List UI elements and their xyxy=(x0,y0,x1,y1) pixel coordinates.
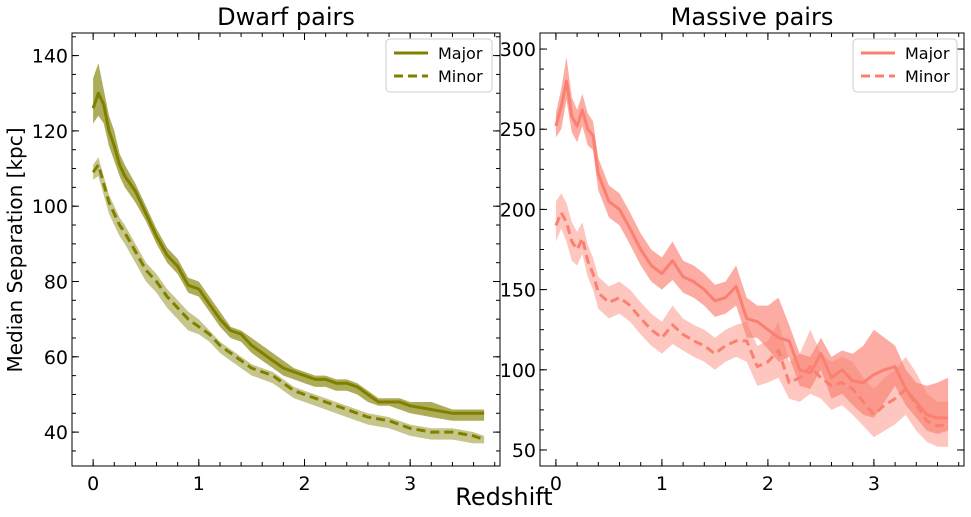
x-tick-label: 3 xyxy=(404,473,416,495)
y-tick-label: 150 xyxy=(500,280,536,302)
line-minor xyxy=(554,211,949,428)
y-tick-label: 100 xyxy=(32,196,68,218)
panel-dwarf-pairs: Dwarf pairs 0 1 2 3 40 60 80 100 120 140 Median S… xyxy=(3,3,501,495)
y-tick-label: 140 xyxy=(32,46,68,68)
y-tick-label: 250 xyxy=(500,119,536,141)
y-axis-label: Median Separation [kpc] xyxy=(3,127,27,372)
panel-title: Dwarf pairs xyxy=(217,3,355,31)
legend-label-minor: Minor xyxy=(438,67,483,86)
axis-ticks: 0 1 2 3 40 60 80 100 120 140 xyxy=(32,33,500,495)
series-lines xyxy=(91,91,485,442)
x-tick-label: 1 xyxy=(193,473,205,495)
plot-frame xyxy=(71,32,501,467)
x-tick-label: 2 xyxy=(298,473,310,495)
legend-label-major: Major xyxy=(438,44,483,63)
panel-massive-pairs: Massive pairs 0 1 2 3 50 100 150 200 250 300 Majo… xyxy=(500,3,965,495)
axis-ticks: 0 1 2 3 50 100 150 200 250 300 xyxy=(500,33,964,495)
band-minor xyxy=(555,193,949,447)
panel-title: Massive pairs xyxy=(671,3,834,31)
x-tick-label: 0 xyxy=(87,473,99,495)
legend-label-major: Major xyxy=(905,44,950,63)
y-tick-label: 300 xyxy=(500,39,536,61)
line-minor xyxy=(91,163,485,442)
y-tick-label: 120 xyxy=(32,121,68,143)
legend-label-minor: Minor xyxy=(905,67,950,86)
line-major xyxy=(554,79,949,420)
x-tick-label: 0 xyxy=(550,473,562,495)
band-minor xyxy=(93,157,485,444)
y-tick-label: 200 xyxy=(500,199,536,221)
confidence-bands xyxy=(555,57,949,447)
series-lines xyxy=(554,79,949,428)
x-tick-label: 2 xyxy=(762,473,774,495)
x-tick-label: 1 xyxy=(656,473,668,495)
legend: Major Minor xyxy=(385,38,493,93)
y-tick-label: 50 xyxy=(512,440,536,462)
band-major xyxy=(93,63,485,421)
line-major xyxy=(91,91,485,415)
legend: Major Minor xyxy=(852,38,958,93)
y-tick-label: 80 xyxy=(44,272,68,294)
y-tick-label: 40 xyxy=(44,422,68,444)
x-tick-label: 3 xyxy=(868,473,880,495)
y-tick-label: 60 xyxy=(44,347,68,369)
x-axis-label: Redshift xyxy=(455,483,552,511)
y-tick-label: 100 xyxy=(500,360,536,382)
